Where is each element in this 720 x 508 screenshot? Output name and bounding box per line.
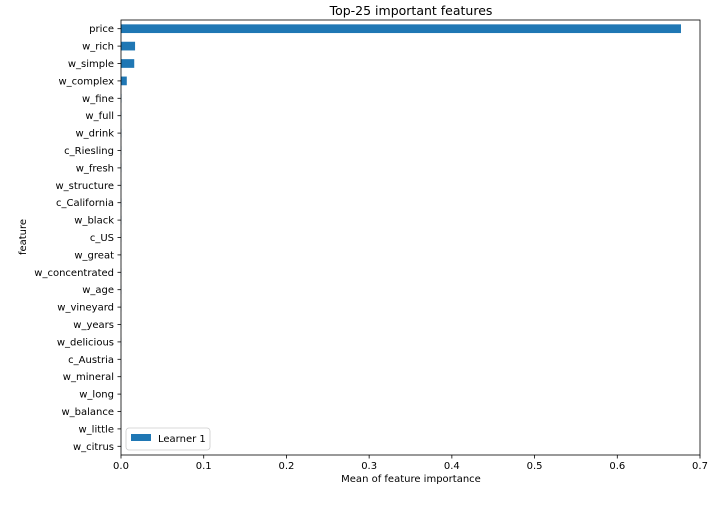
x-axis-label: Mean of feature importance <box>341 474 481 485</box>
y-tick-label: c_California <box>56 198 114 209</box>
y-tick-label: w_years <box>73 320 114 331</box>
bar-w-rich <box>121 42 135 51</box>
y-tick-label: w_black <box>74 216 114 227</box>
y-tick-label: c_Riesling <box>64 146 114 157</box>
y-tick-label: w_rich <box>82 42 114 53</box>
legend-label: Learner 1 <box>158 434 206 445</box>
chart-title: Top-25 important features <box>329 3 493 18</box>
y-tick-label: w_simple <box>68 59 114 70</box>
y-tick-label: w_long <box>79 390 114 401</box>
y-tick-label: price <box>89 24 114 35</box>
bar-w-simple <box>121 59 134 68</box>
x-ticks: 0.0 0.1 0.2 0.3 0.4 0.5 0.6 0.7 <box>113 455 708 472</box>
y-tick-label: w_vineyard <box>57 303 114 314</box>
x-tick-label: 0.7 <box>692 461 708 472</box>
y-ticks: price w_rich w_simple w_complex w_fine w_full… <box>34 24 121 453</box>
y-tick-label: w_complex <box>58 76 114 87</box>
x-tick-label: 0.2 <box>278 461 294 472</box>
x-tick-label: 0.6 <box>609 461 625 472</box>
y-tick-label: w_full <box>85 111 114 122</box>
y-axis-label: feature <box>18 219 29 255</box>
y-tick-label: w_balance <box>61 407 114 418</box>
plot-area-frame <box>121 20 700 455</box>
y-tick-label: c_US <box>90 233 114 244</box>
y-tick-label: w_citrus <box>73 442 114 453</box>
x-tick-label: 0.1 <box>196 461 212 472</box>
y-tick-label: w_delicious <box>57 337 114 348</box>
x-tick-label: 0.3 <box>361 461 377 472</box>
y-tick-label: w_age <box>82 285 114 296</box>
bar-price <box>121 24 681 33</box>
x-tick-label: 0.0 <box>113 461 129 472</box>
y-tick-label: w_drink <box>75 129 114 140</box>
y-tick-label: w_structure <box>55 181 114 192</box>
y-tick-label: c_Austria <box>68 355 114 366</box>
x-tick-label: 0.4 <box>444 461 460 472</box>
y-tick-label: w_little <box>78 424 114 435</box>
legend-swatch <box>131 434 151 441</box>
bar-w-complex <box>121 77 127 86</box>
x-tick-label: 0.5 <box>527 461 543 472</box>
bars-layer <box>121 24 681 450</box>
y-tick-label: w_great <box>74 250 114 261</box>
y-tick-label: w_concentrated <box>34 268 114 279</box>
y-tick-label: w_mineral <box>63 372 114 383</box>
y-tick-label: w_fine <box>82 94 114 105</box>
legend: Learner 1 <box>126 428 210 450</box>
y-tick-label: w_fresh <box>76 163 114 174</box>
